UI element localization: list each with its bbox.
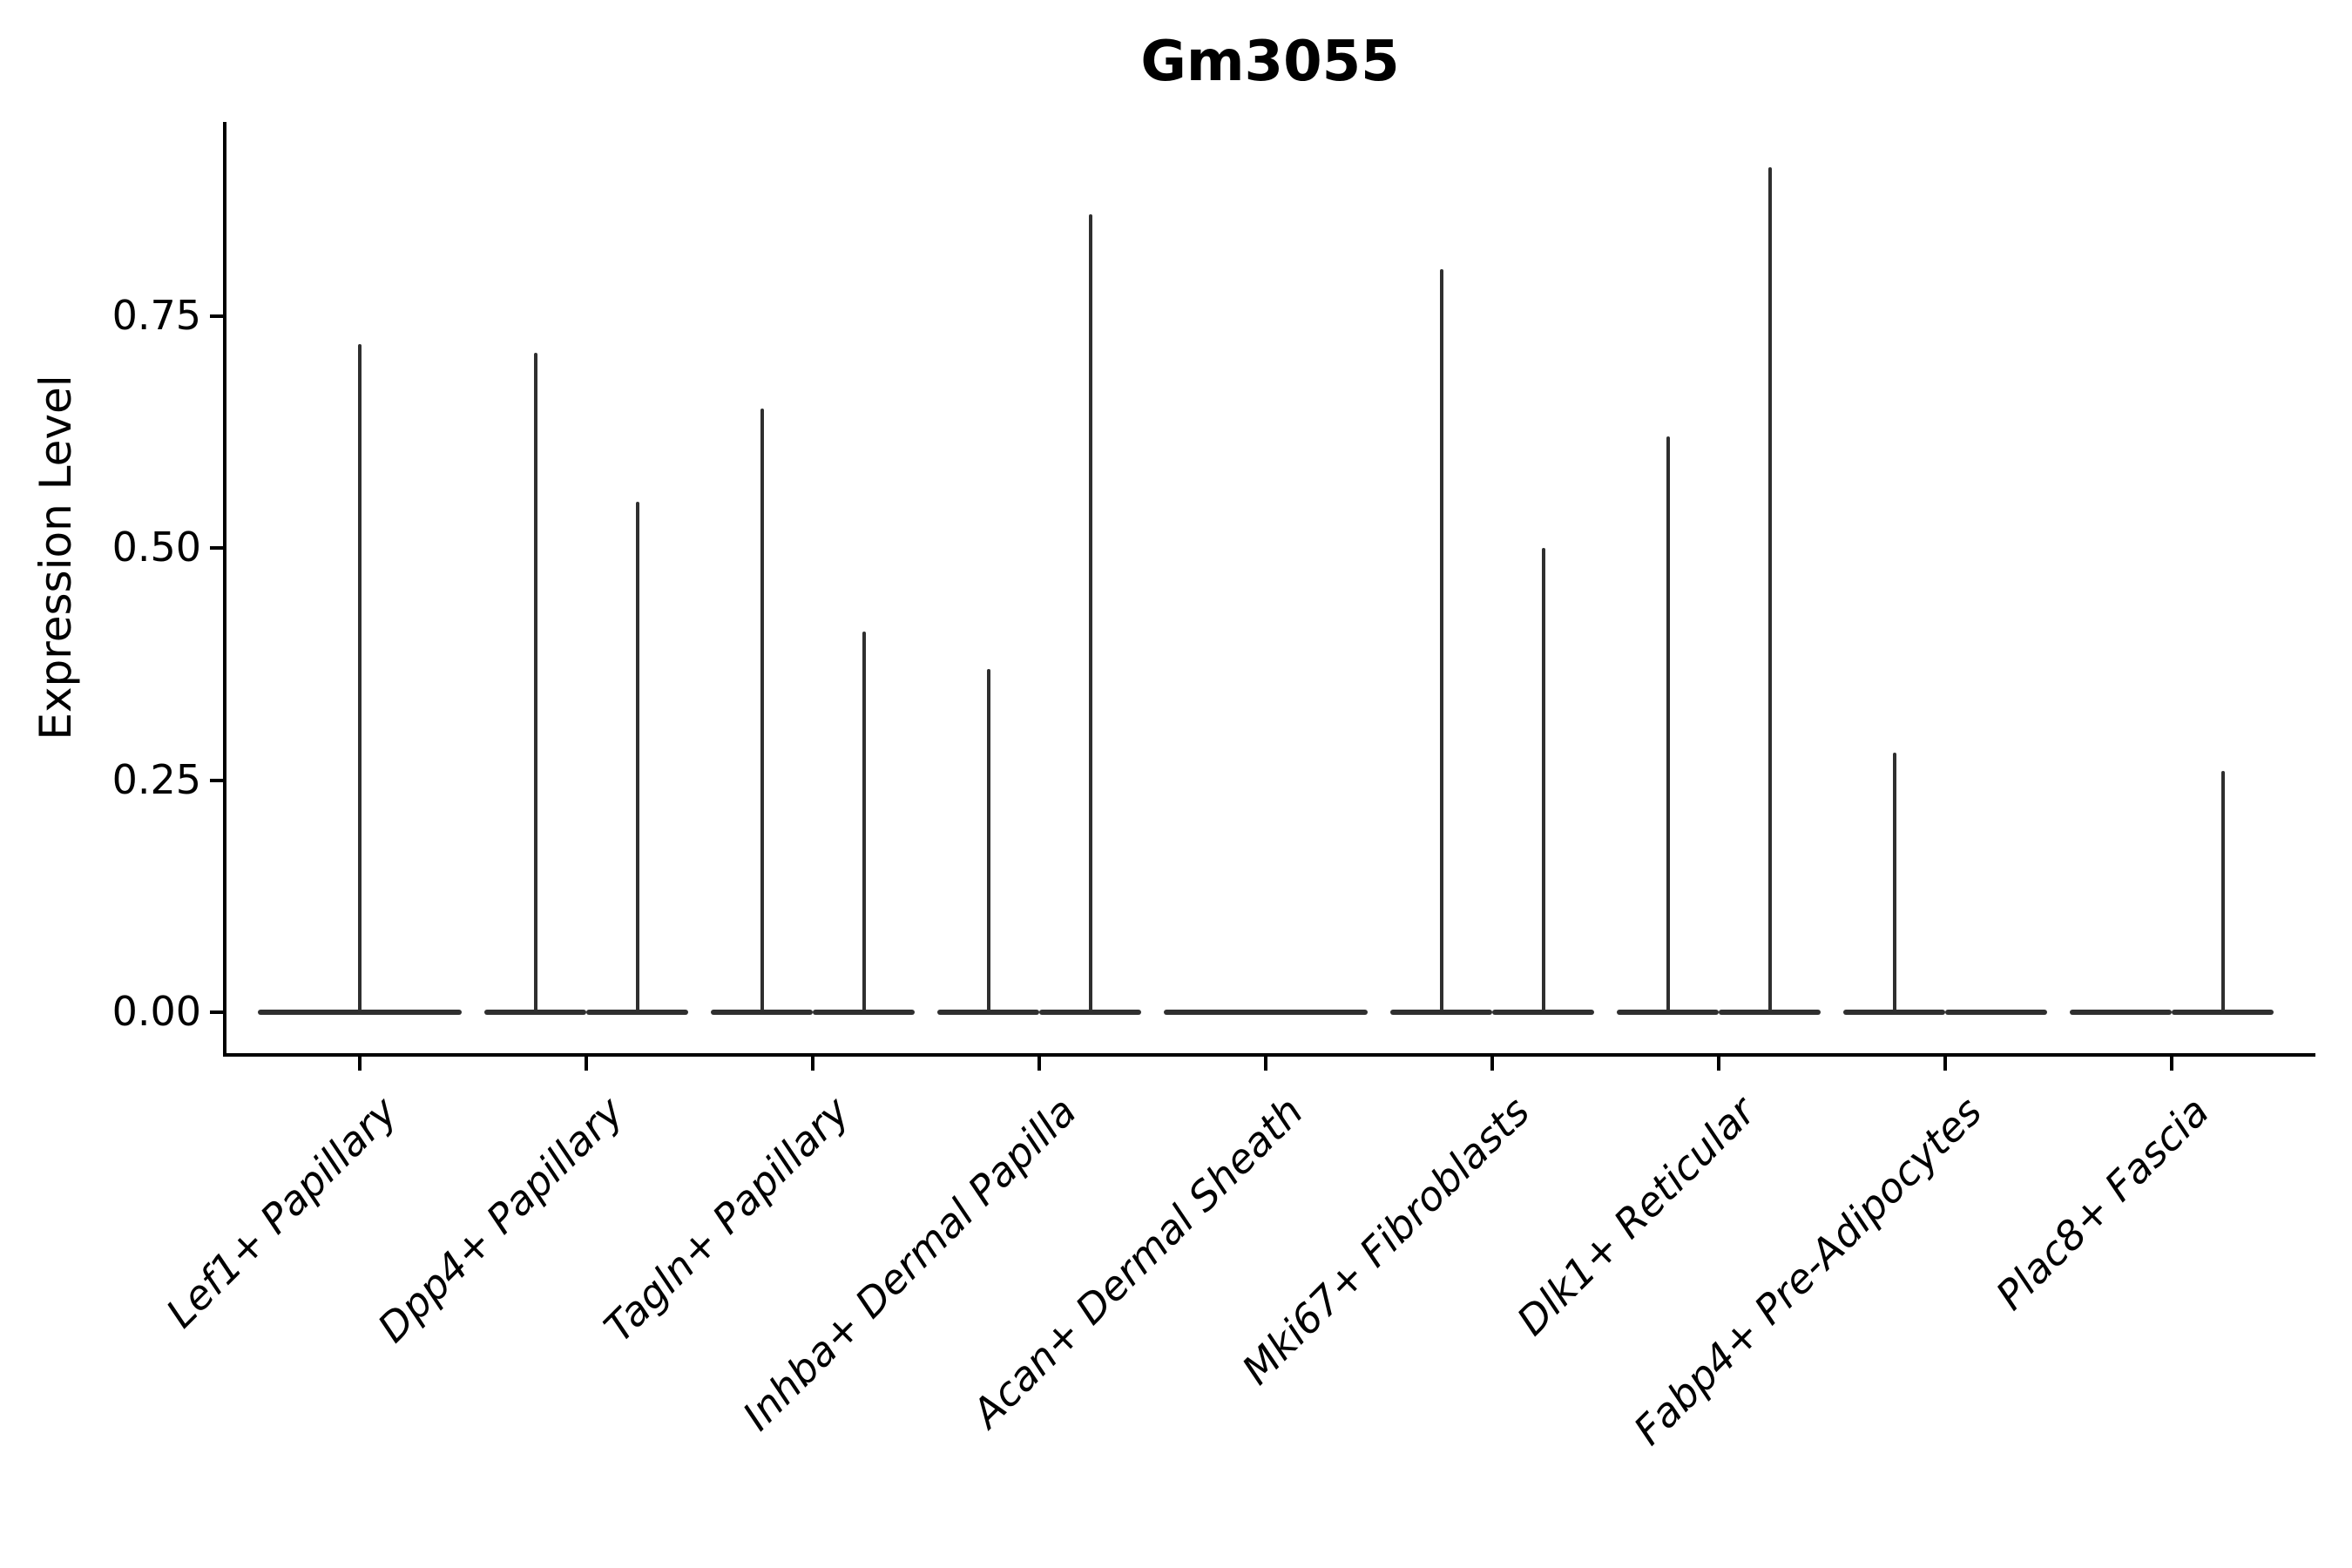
y-axis-line bbox=[223, 122, 226, 1057]
x-tick-mark bbox=[1490, 1057, 1494, 1071]
violin-spike bbox=[1666, 436, 1670, 1014]
y-tick-label: 0.75 bbox=[112, 291, 201, 339]
x-tick-mark bbox=[2170, 1057, 2173, 1071]
y-tick-label: 0.00 bbox=[112, 987, 201, 1035]
y-tick-mark bbox=[210, 546, 224, 551]
violin-spike bbox=[2220, 770, 2225, 1014]
y-tick-label: 0.25 bbox=[112, 755, 201, 803]
x-tick-mark bbox=[1717, 1057, 1720, 1071]
y-tick-mark bbox=[210, 778, 224, 782]
violin-spike bbox=[862, 632, 866, 1014]
x-tick-mark bbox=[1037, 1057, 1041, 1071]
x-axis-line bbox=[223, 1053, 2315, 1057]
x-tick-mark bbox=[1264, 1057, 1267, 1071]
violin-spike bbox=[635, 501, 639, 1014]
x-tick-label: Tagln+ Papillary bbox=[595, 1087, 859, 1351]
violin-spike bbox=[533, 353, 537, 1014]
violin-body bbox=[2070, 1009, 2172, 1015]
x-tick-label: Lef1+ Papillary bbox=[156, 1087, 406, 1337]
violin-spike bbox=[1088, 213, 1092, 1014]
x-tick-mark bbox=[358, 1057, 362, 1071]
x-tick-label: Dpp4+ Papillary bbox=[368, 1087, 632, 1352]
y-tick-mark bbox=[210, 1010, 224, 1014]
x-tick-label: Dlk1+ Reticular bbox=[1508, 1087, 1765, 1345]
violin-spike bbox=[358, 343, 362, 1014]
violin-spike bbox=[760, 409, 764, 1014]
violin-spike bbox=[1439, 269, 1443, 1014]
x-tick-mark bbox=[1943, 1057, 1947, 1071]
chart-title: Gm3055 bbox=[1140, 30, 1400, 94]
violin-spike bbox=[1541, 548, 1545, 1014]
x-tick-label: Plac8+ Fascia bbox=[1986, 1087, 2218, 1319]
y-tick-label: 0.50 bbox=[112, 524, 201, 571]
y-tick-mark bbox=[210, 314, 224, 318]
violin-spike bbox=[1892, 752, 1896, 1014]
x-tick-mark bbox=[585, 1057, 588, 1071]
violin-spike bbox=[1767, 167, 1772, 1014]
violin-body bbox=[1945, 1009, 2047, 1015]
x-tick-mark bbox=[811, 1057, 814, 1071]
violin-spike bbox=[986, 668, 990, 1014]
violin-body bbox=[1164, 1009, 1368, 1015]
